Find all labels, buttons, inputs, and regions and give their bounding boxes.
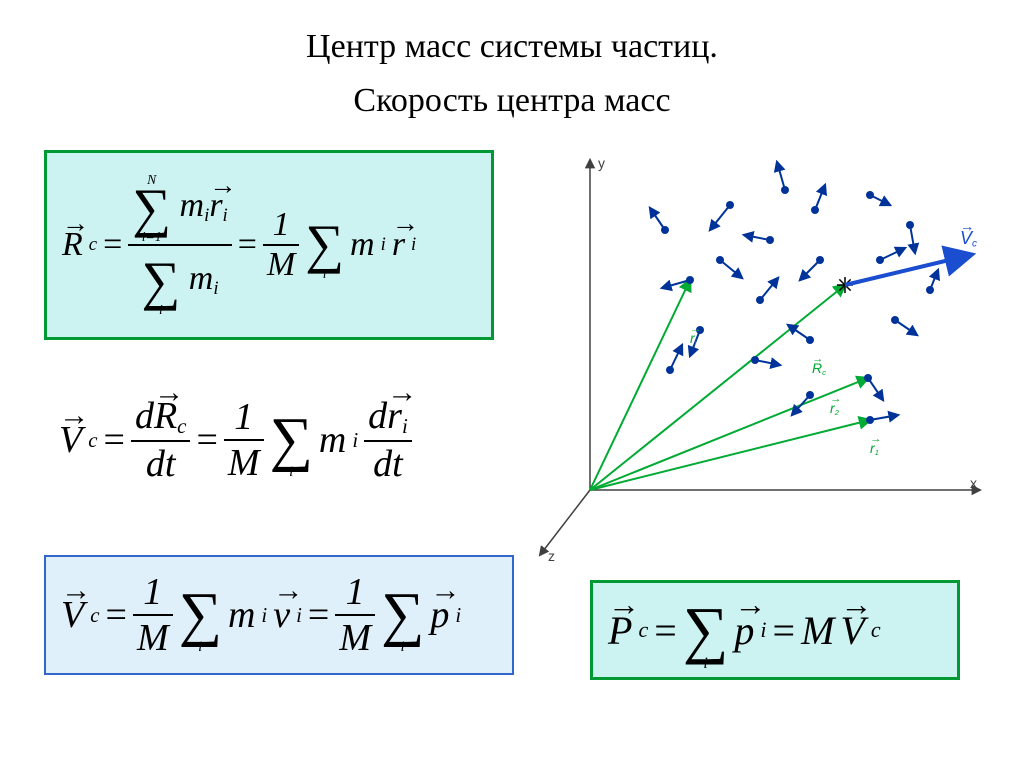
label-r2: →r2	[830, 400, 839, 417]
equation-center-of-mass-position: →Rc = N∑i=1 mi→ri ∑i mi = 1M ∑i mi→ri	[44, 150, 494, 340]
label-Rc: →Rc	[812, 360, 826, 377]
equation-com-velocity-momentum: →Vc = 1M ∑i mi→vi = 1M ∑i →pi	[44, 555, 514, 675]
axis-label-x: x	[970, 475, 977, 491]
slide-title: Центр масс системы частиц.	[0, 28, 1024, 66]
particles	[650, 162, 938, 424]
physics-slide: Центр масс системы частиц. Скорость цент…	[0, 0, 1024, 768]
equation-total-momentum: →Pc = ∑i →pi = M→Vc	[590, 580, 960, 680]
equation-com-velocity-derivative: →Vc = d→Rc dt = 1M ∑i mi d→ri dt	[44, 380, 504, 500]
axis-label-y: y	[598, 155, 605, 171]
position-vectors	[590, 280, 870, 490]
coordinate-axes	[540, 160, 980, 555]
label-Vc: →Vc	[960, 228, 977, 249]
label-ri: →ri	[690, 330, 696, 347]
label-r1: →r1	[870, 440, 879, 457]
slide-subtitle: Скорость центра масс	[0, 82, 1024, 120]
axis-label-z: z	[548, 548, 555, 564]
center-of-mass	[837, 255, 970, 293]
